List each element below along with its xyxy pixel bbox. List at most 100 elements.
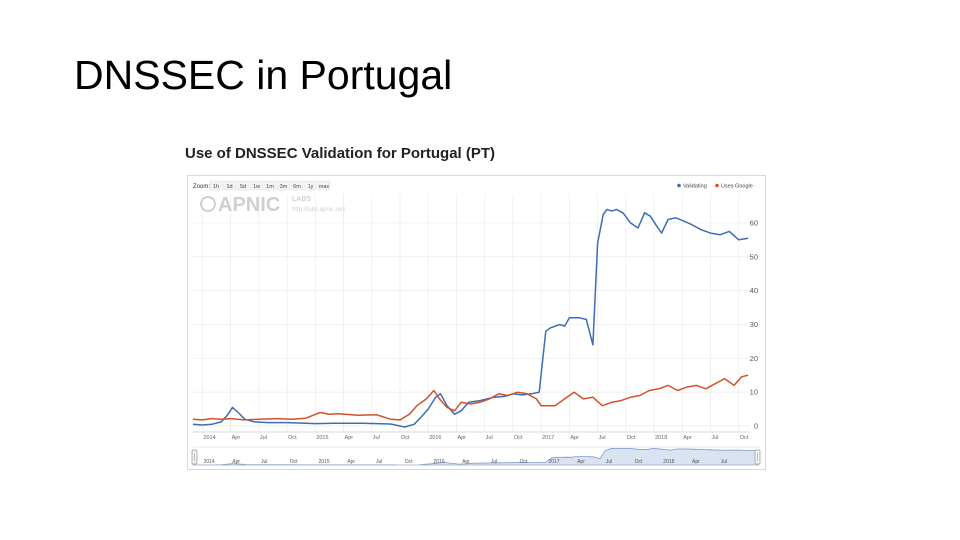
zoom-button-label: 1y [308,184,314,190]
navigator-tick-label: Oct [290,459,298,465]
watermark-labs: LABS [292,196,311,203]
zoom-button-bg [277,180,290,191]
navigator-tick-label: 2017 [548,459,559,465]
navigator-tick-label: Apr [462,459,470,465]
x-tick-label: Oct [401,435,410,441]
navigator-tick-label: Jul [491,459,497,465]
x-tick-label: 2018 [655,435,667,441]
legend-marker [715,183,719,188]
x-tick-label: Apr [683,435,692,441]
chart-container: APNIC LABS http://labs.apnic.net/ Zoom: … [187,175,766,470]
zoom-button-label: 3m [280,184,288,190]
navigator-tick-label: Apr [692,459,700,465]
x-tick-label: Oct [514,435,523,441]
navigator-tick-label: 2014 [204,459,215,465]
x-tick-label: Jul [599,435,606,441]
navigator-tick-label: Oct [635,459,643,465]
x-tick-label: Apr [570,435,579,441]
y-tick-label: 50 [750,252,758,261]
x-tick-label: 2016 [429,435,441,441]
navigator-tick-label: Jul [721,459,727,465]
zoom-button-5d[interactable]: 5d [236,180,250,191]
x-tick-label: 2015 [316,435,328,441]
zoom-button-1w[interactable]: 1w [250,180,263,191]
legend-marker [677,183,681,188]
zoom-button-label: max [319,184,330,190]
x-tick-label: Jul [260,435,267,441]
series-line-uses-google [192,374,749,421]
zoom-button-bg [317,180,331,191]
navigator-handle-right[interactable] [754,449,761,465]
zoom-button-bg [209,180,223,191]
zoom-button-max[interactable]: max [317,180,331,191]
navigator-tick-label: Jul [376,459,382,465]
legend-label: Validating [683,184,707,190]
x-tick-label: Jul [486,435,493,441]
series-line-validating [192,208,749,428]
y-axis-ticks: 0 10 20 30 40 50 60 [750,218,758,430]
navigator-tick-label: Jul [606,459,612,465]
zoom-button-label: 1h [213,184,219,190]
x-tick-label: Oct [740,435,749,441]
zoom-button-bg [236,180,250,191]
slide-title: DNSSEC in Portugal [74,52,453,98]
zoom-label: Zoom: [193,184,210,190]
zoom-button-6m[interactable]: 6m [290,180,304,191]
zoom-button-bg [304,180,317,191]
zoom-button-1h[interactable]: 1h [209,180,223,191]
y-tick-label: 30 [750,320,758,329]
y-tick-label: 40 [750,286,758,295]
y-tick-label: 60 [750,218,758,227]
apnic-logo-icon [200,196,216,212]
legend: Validating Uses Google [677,184,753,190]
series-lines [192,208,749,428]
zoom-button-1m[interactable]: 1m [263,180,277,191]
zoom-button-1y[interactable]: 1y [304,180,317,191]
y-tick-label: 20 [750,354,758,363]
navigator-tick-label: Apr [577,459,585,465]
x-tick-label: 2014 [203,435,215,441]
chart-heading: Use of DNSSEC Validation for Portugal (P… [185,145,496,162]
zoom-button-label: 5d [240,184,246,190]
navigator-tick-label: Apr [347,459,355,465]
x-tick-label: 2017 [542,435,554,441]
navigator-handle-left[interactable] [191,449,198,465]
zoom-button-bg [263,180,277,191]
zoom-button-bg [290,180,304,191]
zoom-button-label: 1m [266,184,274,190]
legend-item-validating[interactable]: Validating [677,184,707,190]
x-tick-label: Oct [288,435,297,441]
navigator-tick-label: Apr [232,459,240,465]
x-axis-ticks: 2014 Apr Jul Oct 2015 Apr Jul Oct 2016 Apr Jul Oct 2… [203,435,748,441]
legend-item-uses-google[interactable]: Uses Google [715,184,753,190]
dnssec-line-chart: APNIC LABS http://labs.apnic.net/ Zoom: … [191,180,761,466]
watermark-url: http://labs.apnic.net/ [292,207,346,213]
navigator-tick-label: 2015 [319,459,330,465]
navigator-tick-label: Jul [261,459,267,465]
zoom-bar: Zoom: 1h 1d 5d 1w 1m 3m 6m 1y max [193,180,331,191]
navigator-tick-label: 2018 [663,459,674,465]
watermark-brand: APNIC [218,194,280,216]
zoom-button-3m[interactable]: 3m [277,180,290,191]
y-tick-label: 0 [754,422,758,431]
navigator-tick-label: Oct [405,459,413,465]
x-tick-label: Apr [457,435,466,441]
zoom-button-label: 6m [293,184,301,190]
zoom-button-bg [223,180,236,191]
x-tick-label: Jul [711,435,718,441]
y-tick-label: 10 [750,388,758,397]
zoom-button-bg [250,180,263,191]
grid [193,194,750,433]
navigator-tick-label: Oct [520,459,528,465]
x-tick-label: Jul [373,435,380,441]
navigator-tick-label: 2016 [433,459,444,465]
x-tick-label: Apr [232,435,241,441]
zoom-button-1d[interactable]: 1d [223,180,236,191]
apnic-labs-watermark: APNIC LABS http://labs.apnic.net/ [200,194,346,216]
x-tick-label: Oct [627,435,636,441]
zoom-button-label: 1d [226,184,232,190]
zoom-button-label: 1w [253,184,260,190]
legend-label: Uses Google [721,184,753,190]
navigator[interactable]: 2014 Apr Jul Oct 2015 Apr Jul Oct 2016 Apr Jul Oct 2… [191,446,761,466]
x-tick-label: Apr [345,435,354,441]
